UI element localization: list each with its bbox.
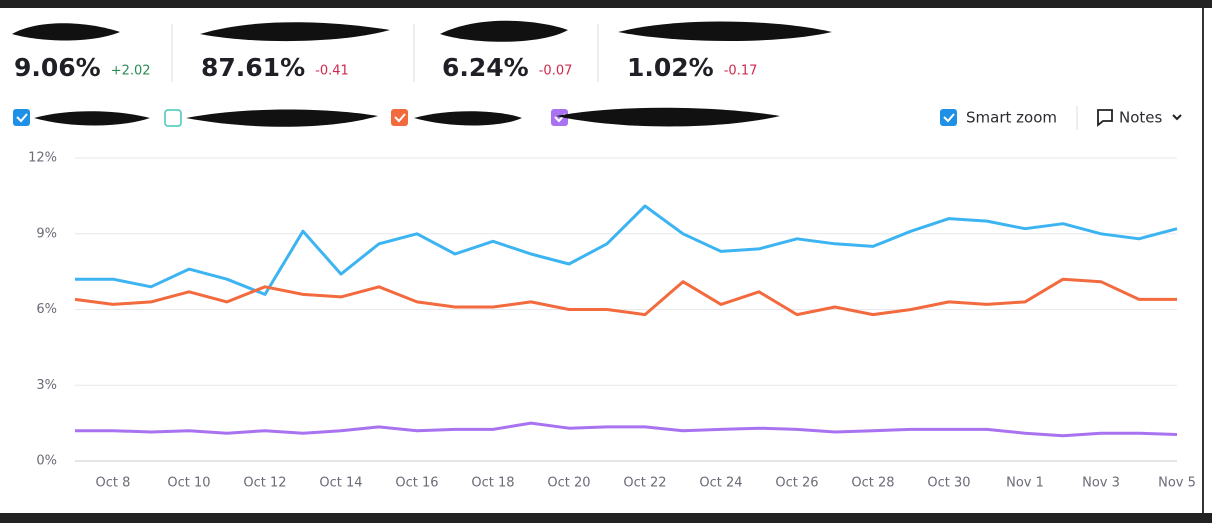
redaction	[34, 111, 150, 126]
x-tick-label: Oct 10	[167, 476, 210, 491]
x-tick-label: Nov 3	[1082, 476, 1120, 491]
bottom-bar	[0, 513, 1212, 523]
x-tick-label: Oct 28	[851, 476, 894, 491]
smart-zoom-label[interactable]: Smart zoom	[966, 109, 1057, 127]
y-tick-label: 3%	[36, 378, 57, 393]
check	[394, 113, 406, 123]
check	[16, 113, 28, 123]
legend-checkbox[interactable]	[13, 109, 30, 126]
kpi-change: -0.41	[315, 64, 349, 79]
y-tick-label: 12%	[28, 151, 57, 166]
redaction	[556, 107, 780, 127]
x-tick-label: Oct 8	[96, 476, 131, 491]
x-tick-label: Oct 24	[699, 476, 742, 491]
kpi-value: 9.06%	[14, 53, 101, 82]
x-tick-label: Oct 16	[395, 476, 438, 491]
redaction	[440, 20, 568, 42]
check	[943, 113, 955, 123]
kpi-value: 6.24%	[442, 53, 529, 82]
redaction	[618, 21, 832, 41]
x-tick-label: Oct 20	[547, 476, 590, 491]
kpi-value: 1.02%	[627, 53, 714, 82]
kpi-change: +2.02	[111, 64, 151, 79]
x-tick-label: Oct 26	[775, 476, 818, 491]
redaction	[200, 22, 390, 42]
x-tick-label: Nov 1	[1006, 476, 1044, 491]
series-line	[74, 277, 1177, 317]
x-tick-label: Oct 18	[471, 476, 514, 491]
notes-button[interactable]: Notes	[1119, 109, 1163, 127]
redaction	[186, 109, 378, 127]
legend-checkbox[interactable]	[391, 109, 408, 126]
y-tick-label: 0%	[36, 454, 57, 469]
series-line	[75, 421, 1178, 438]
x-tick-label: Oct 22	[623, 476, 666, 491]
series-line	[75, 204, 1178, 296]
y-tick-label: 9%	[36, 226, 57, 241]
smart-zoom-checkbox[interactable]	[940, 109, 957, 126]
kpi-change: -0.17	[724, 64, 758, 79]
legend-checkbox[interactable]	[551, 109, 568, 126]
chevron[interactable]	[1172, 114, 1182, 121]
window-edge	[1202, 8, 1204, 513]
legend-checkbox[interactable]	[164, 109, 182, 127]
x-tick-label: Nov 5	[1158, 476, 1196, 491]
top-bar	[0, 0, 1212, 8]
notes-icon	[1097, 109, 1113, 127]
kpi-change: -0.07	[539, 64, 573, 79]
y-tick-label: 6%	[36, 302, 57, 317]
kpi-value: 87.61%	[201, 53, 305, 82]
x-tick-label: Oct 12	[243, 476, 286, 491]
redaction	[414, 111, 522, 126]
x-tick-label: Oct 30	[927, 476, 970, 491]
redaction	[12, 23, 120, 41]
x-tick-label: Oct 14	[319, 476, 362, 491]
